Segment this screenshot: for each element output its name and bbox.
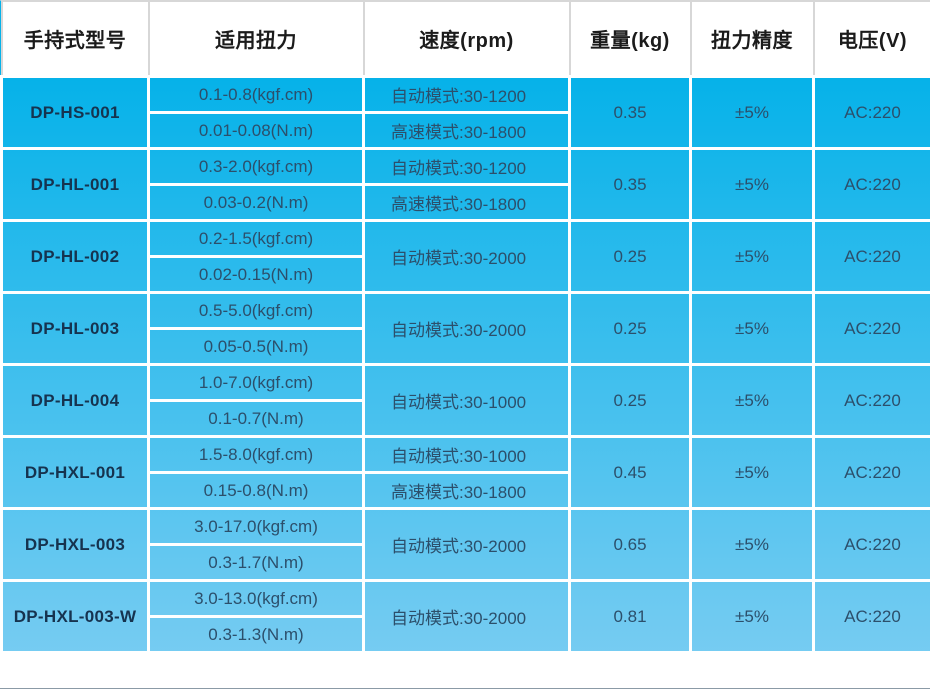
accuracy-cell: ±5% <box>689 291 815 366</box>
spec-subrow: 0.05-0.5(N.m) <box>2 327 930 366</box>
accuracy-cell: ±5% <box>689 147 815 222</box>
spec-subrow: 0.03-0.2(N.m) 高速模式:30-1800 <box>2 183 930 222</box>
spec-row: DP-HXL-003 3.0-17.0(kgf.cm) 自动模式:30-2000 0.… <box>0 507 930 582</box>
torque-cell: 0.02-0.15(N.m) <box>147 255 365 294</box>
torque-cell: 0.3-1.7(N.m) <box>147 543 365 582</box>
torque-cell: 0.15-0.8(N.m) <box>147 471 365 510</box>
spec-subrow: 0.1-0.7(N.m) <box>2 399 930 438</box>
torque-cell: 0.05-0.5(N.m) <box>147 327 365 366</box>
accuracy-cell: ±5% <box>689 363 815 438</box>
accuracy-cell: ±5% <box>689 507 815 582</box>
speed-cell: 高速模式:30-1800 <box>362 471 571 510</box>
speed-cell: 自动模式:30-1200 <box>362 75 571 114</box>
model-cell: DP-HL-002 <box>0 219 150 294</box>
header-row: 手持式型号 适用扭力 速度(rpm) 重量(kg) 扭力精度 电压(V) <box>0 0 930 77</box>
weight-cell: 0.35 <box>568 75 692 150</box>
speed-cell: 高速模式:30-1800 <box>362 111 571 150</box>
spec-row: DP-HL-003 0.5-5.0(kgf.cm) 自动模式:30-2000 0.25… <box>0 291 930 366</box>
accuracy-cell: ±5% <box>689 579 815 654</box>
spec-subrow: 0.3-1.7(N.m) <box>2 543 930 582</box>
spec-subrow: 0.01-0.08(N.m) 高速模式:30-1800 <box>2 111 930 150</box>
col-header-weight: 重量(kg) <box>568 0 692 77</box>
torque-cell: 0.1-0.8(kgf.cm) <box>147 75 365 114</box>
spec-subrow: 0.15-0.8(N.m) 高速模式:30-1800 <box>2 471 930 510</box>
speed-cell: 自动模式:30-2000 <box>362 291 571 366</box>
speed-cell: 自动模式:30-2000 <box>362 507 571 582</box>
spec-subrow: 0.02-0.15(N.m) <box>2 255 930 294</box>
weight-cell: 0.25 <box>568 363 692 438</box>
accuracy-cell: ±5% <box>689 75 815 150</box>
torque-cell: 1.0-7.0(kgf.cm) <box>147 363 365 402</box>
torque-cell: 0.5-5.0(kgf.cm) <box>147 291 365 330</box>
spec-row: DP-HXL-001 1.5-8.0(kgf.cm) 自动模式:30-1000 0.4… <box>0 435 930 510</box>
voltage-cell: AC:220 <box>812 219 930 294</box>
model-cell: DP-HL-003 <box>0 291 150 366</box>
torque-cell: 1.5-8.0(kgf.cm) <box>147 435 365 474</box>
col-header-model: 手持式型号 <box>0 0 150 77</box>
model-cell: DP-HL-004 <box>0 363 150 438</box>
weight-cell: 0.25 <box>568 291 692 366</box>
model-cell: DP-HXL-003-W <box>0 579 150 654</box>
weight-cell: 0.25 <box>568 219 692 294</box>
weight-cell: 0.65 <box>568 507 692 582</box>
spec-table-header: 手持式型号 适用扭力 速度(rpm) 重量(kg) 扭力精度 电压(V) <box>0 0 930 77</box>
weight-cell: 0.81 <box>568 579 692 654</box>
accuracy-cell: ±5% <box>689 435 815 510</box>
model-cell: DP-HL-001 <box>0 147 150 222</box>
spec-table-body: DP-HS-001 0.1-0.8(kgf.cm) 自动模式:30-1200 0.35… <box>0 75 930 654</box>
spec-subrow: 0.3-1.3(N.m) <box>2 615 930 654</box>
spec-row: DP-HL-004 1.0-7.0(kgf.cm) 自动模式:30-1000 0.25… <box>0 363 930 438</box>
spec-row: DP-HL-002 0.2-1.5(kgf.cm) 自动模式:30-2000 0.25… <box>0 219 930 294</box>
voltage-cell: AC:220 <box>812 507 930 582</box>
model-cell: DP-HXL-001 <box>0 435 150 510</box>
torque-cell: 0.2-1.5(kgf.cm) <box>147 219 365 258</box>
torque-cell: 0.1-0.7(N.m) <box>147 399 365 438</box>
accuracy-cell: ±5% <box>689 219 815 294</box>
col-header-torque: 适用扭力 <box>147 0 365 77</box>
voltage-cell: AC:220 <box>812 363 930 438</box>
model-cell: DP-HS-001 <box>0 75 150 150</box>
spec-table: 手持式型号 适用扭力 速度(rpm) 重量(kg) 扭力精度 电压(V) DP-… <box>0 0 930 654</box>
voltage-cell: AC:220 <box>812 435 930 510</box>
spec-row: DP-HXL-003-W 3.0-13.0(kgf.cm) 自动模式:30-2000… <box>0 579 930 654</box>
voltage-cell: AC:220 <box>812 75 930 150</box>
speed-cell: 自动模式:30-2000 <box>362 219 571 294</box>
weight-cell: 0.35 <box>568 147 692 222</box>
torque-cell: 0.03-0.2(N.m) <box>147 183 365 222</box>
voltage-cell: AC:220 <box>812 291 930 366</box>
spec-row: DP-HS-001 0.1-0.8(kgf.cm) 自动模式:30-1200 0.35… <box>0 75 930 150</box>
speed-cell: 自动模式:30-1000 <box>362 363 571 438</box>
torque-cell: 0.3-1.3(N.m) <box>147 615 365 654</box>
torque-cell: 3.0-13.0(kgf.cm) <box>147 579 365 618</box>
speed-cell: 自动模式:30-1000 <box>362 435 571 474</box>
torque-cell: 0.01-0.08(N.m) <box>147 111 365 150</box>
torque-cell: 3.0-17.0(kgf.cm) <box>147 507 365 546</box>
col-header-speed: 速度(rpm) <box>362 0 571 77</box>
spec-row: DP-HL-001 0.3-2.0(kgf.cm) 自动模式:30-1200 0.35… <box>0 147 930 222</box>
speed-cell: 高速模式:30-1800 <box>362 183 571 222</box>
speed-cell: 自动模式:30-1200 <box>362 147 571 186</box>
weight-cell: 0.45 <box>568 435 692 510</box>
model-cell: DP-HXL-003 <box>0 507 150 582</box>
torque-cell: 0.3-2.0(kgf.cm) <box>147 147 365 186</box>
col-header-accuracy: 扭力精度 <box>689 0 815 77</box>
voltage-cell: AC:220 <box>812 579 930 654</box>
voltage-cell: AC:220 <box>812 147 930 222</box>
col-header-voltage: 电压(V) <box>812 0 930 77</box>
speed-cell: 自动模式:30-2000 <box>362 579 571 654</box>
